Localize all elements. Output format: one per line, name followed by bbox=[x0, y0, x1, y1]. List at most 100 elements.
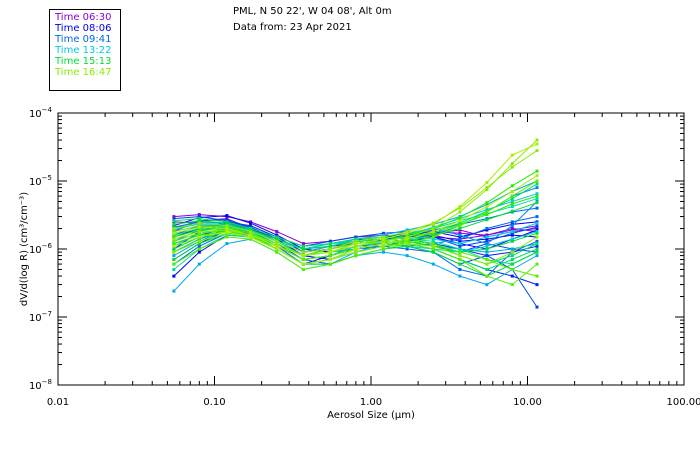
data-point bbox=[431, 262, 435, 266]
data-point bbox=[535, 244, 539, 248]
data-point bbox=[510, 258, 514, 261]
data-point bbox=[249, 230, 253, 234]
data-point bbox=[458, 224, 462, 228]
data-point bbox=[354, 244, 358, 248]
data-point bbox=[485, 210, 489, 214]
series-layer bbox=[172, 138, 539, 309]
series-16:32 bbox=[172, 174, 539, 266]
data-point bbox=[510, 153, 514, 157]
data-point bbox=[172, 262, 176, 266]
data-point bbox=[431, 233, 435, 237]
data-point bbox=[458, 242, 462, 246]
data-point bbox=[458, 274, 462, 278]
data-point bbox=[535, 182, 539, 186]
data-point bbox=[485, 186, 489, 190]
data-point bbox=[381, 250, 385, 254]
data-point bbox=[275, 230, 279, 234]
data-point bbox=[225, 233, 229, 237]
data-point bbox=[225, 221, 229, 225]
data-point bbox=[485, 262, 489, 266]
data-point bbox=[381, 235, 385, 239]
data-point bbox=[197, 235, 201, 239]
data-point bbox=[354, 247, 358, 251]
data-point bbox=[197, 213, 201, 217]
data-point bbox=[458, 250, 462, 254]
data-point bbox=[172, 215, 176, 219]
data-point bbox=[354, 239, 358, 243]
data-point bbox=[535, 201, 539, 205]
data-point bbox=[172, 237, 176, 241]
data-point bbox=[431, 237, 435, 241]
data-point bbox=[510, 283, 514, 287]
data-point bbox=[354, 242, 358, 246]
data-point bbox=[197, 233, 201, 237]
data-point bbox=[172, 231, 176, 235]
data-point bbox=[172, 247, 176, 251]
data-point bbox=[535, 186, 539, 190]
data-point bbox=[510, 194, 514, 198]
data-point bbox=[172, 289, 176, 293]
data-point bbox=[172, 219, 176, 223]
data-point bbox=[197, 219, 201, 223]
data-point bbox=[405, 228, 409, 232]
y-tick-label: 10−6 bbox=[29, 242, 53, 256]
x-tick-label: 0.10 bbox=[203, 397, 225, 408]
data-point bbox=[535, 179, 539, 183]
data-point bbox=[510, 262, 514, 266]
data-point bbox=[172, 222, 176, 226]
data-point bbox=[172, 227, 176, 230]
data-point bbox=[249, 233, 253, 237]
data-point bbox=[405, 231, 409, 235]
data-point bbox=[485, 247, 489, 251]
data-point bbox=[172, 274, 176, 278]
data-point bbox=[405, 254, 409, 258]
data-point bbox=[535, 231, 539, 235]
data-point bbox=[275, 247, 279, 251]
data-point bbox=[172, 254, 176, 258]
data-point bbox=[535, 215, 539, 219]
x-tick-label: 0.01 bbox=[47, 397, 69, 408]
data-point bbox=[275, 233, 279, 237]
data-point bbox=[301, 244, 305, 248]
data-point bbox=[510, 233, 514, 237]
data-point bbox=[197, 262, 201, 266]
data-point bbox=[535, 242, 539, 246]
data-point bbox=[301, 242, 305, 246]
data-point bbox=[458, 247, 462, 251]
data-point bbox=[458, 235, 462, 239]
chart-title: PML, N 50 22', W 04 08', Alt 0m Data fro… bbox=[233, 4, 392, 36]
data-point bbox=[249, 221, 253, 225]
data-point bbox=[354, 235, 358, 239]
data-point bbox=[485, 235, 489, 239]
data-point bbox=[225, 242, 229, 246]
data-point bbox=[197, 230, 201, 234]
data-point bbox=[458, 227, 462, 230]
data-point bbox=[458, 262, 462, 266]
data-point bbox=[510, 184, 514, 188]
data-point bbox=[405, 247, 409, 251]
data-point bbox=[249, 237, 253, 241]
y-tick-exponent: −6 bbox=[42, 242, 53, 250]
y-axis-label: dV/d(log R) (cm³/cm⁻³) bbox=[19, 192, 30, 306]
data-point bbox=[458, 233, 462, 237]
legend-item: Time 06:30 bbox=[55, 12, 112, 23]
data-point bbox=[249, 228, 253, 232]
data-point bbox=[405, 230, 409, 234]
data-point bbox=[510, 162, 514, 166]
data-point bbox=[485, 258, 489, 261]
data-point bbox=[328, 247, 332, 251]
legend-item: Time 08:06 bbox=[55, 23, 112, 34]
data-point bbox=[535, 197, 539, 201]
data-point bbox=[275, 242, 279, 246]
data-point bbox=[275, 237, 279, 241]
data-point bbox=[535, 250, 539, 254]
data-point bbox=[535, 169, 539, 173]
data-point bbox=[485, 203, 489, 207]
data-point bbox=[381, 242, 385, 246]
data-point bbox=[485, 250, 489, 254]
data-point bbox=[431, 235, 435, 239]
data-point bbox=[458, 239, 462, 243]
data-point bbox=[535, 235, 539, 239]
data-point bbox=[381, 244, 385, 248]
